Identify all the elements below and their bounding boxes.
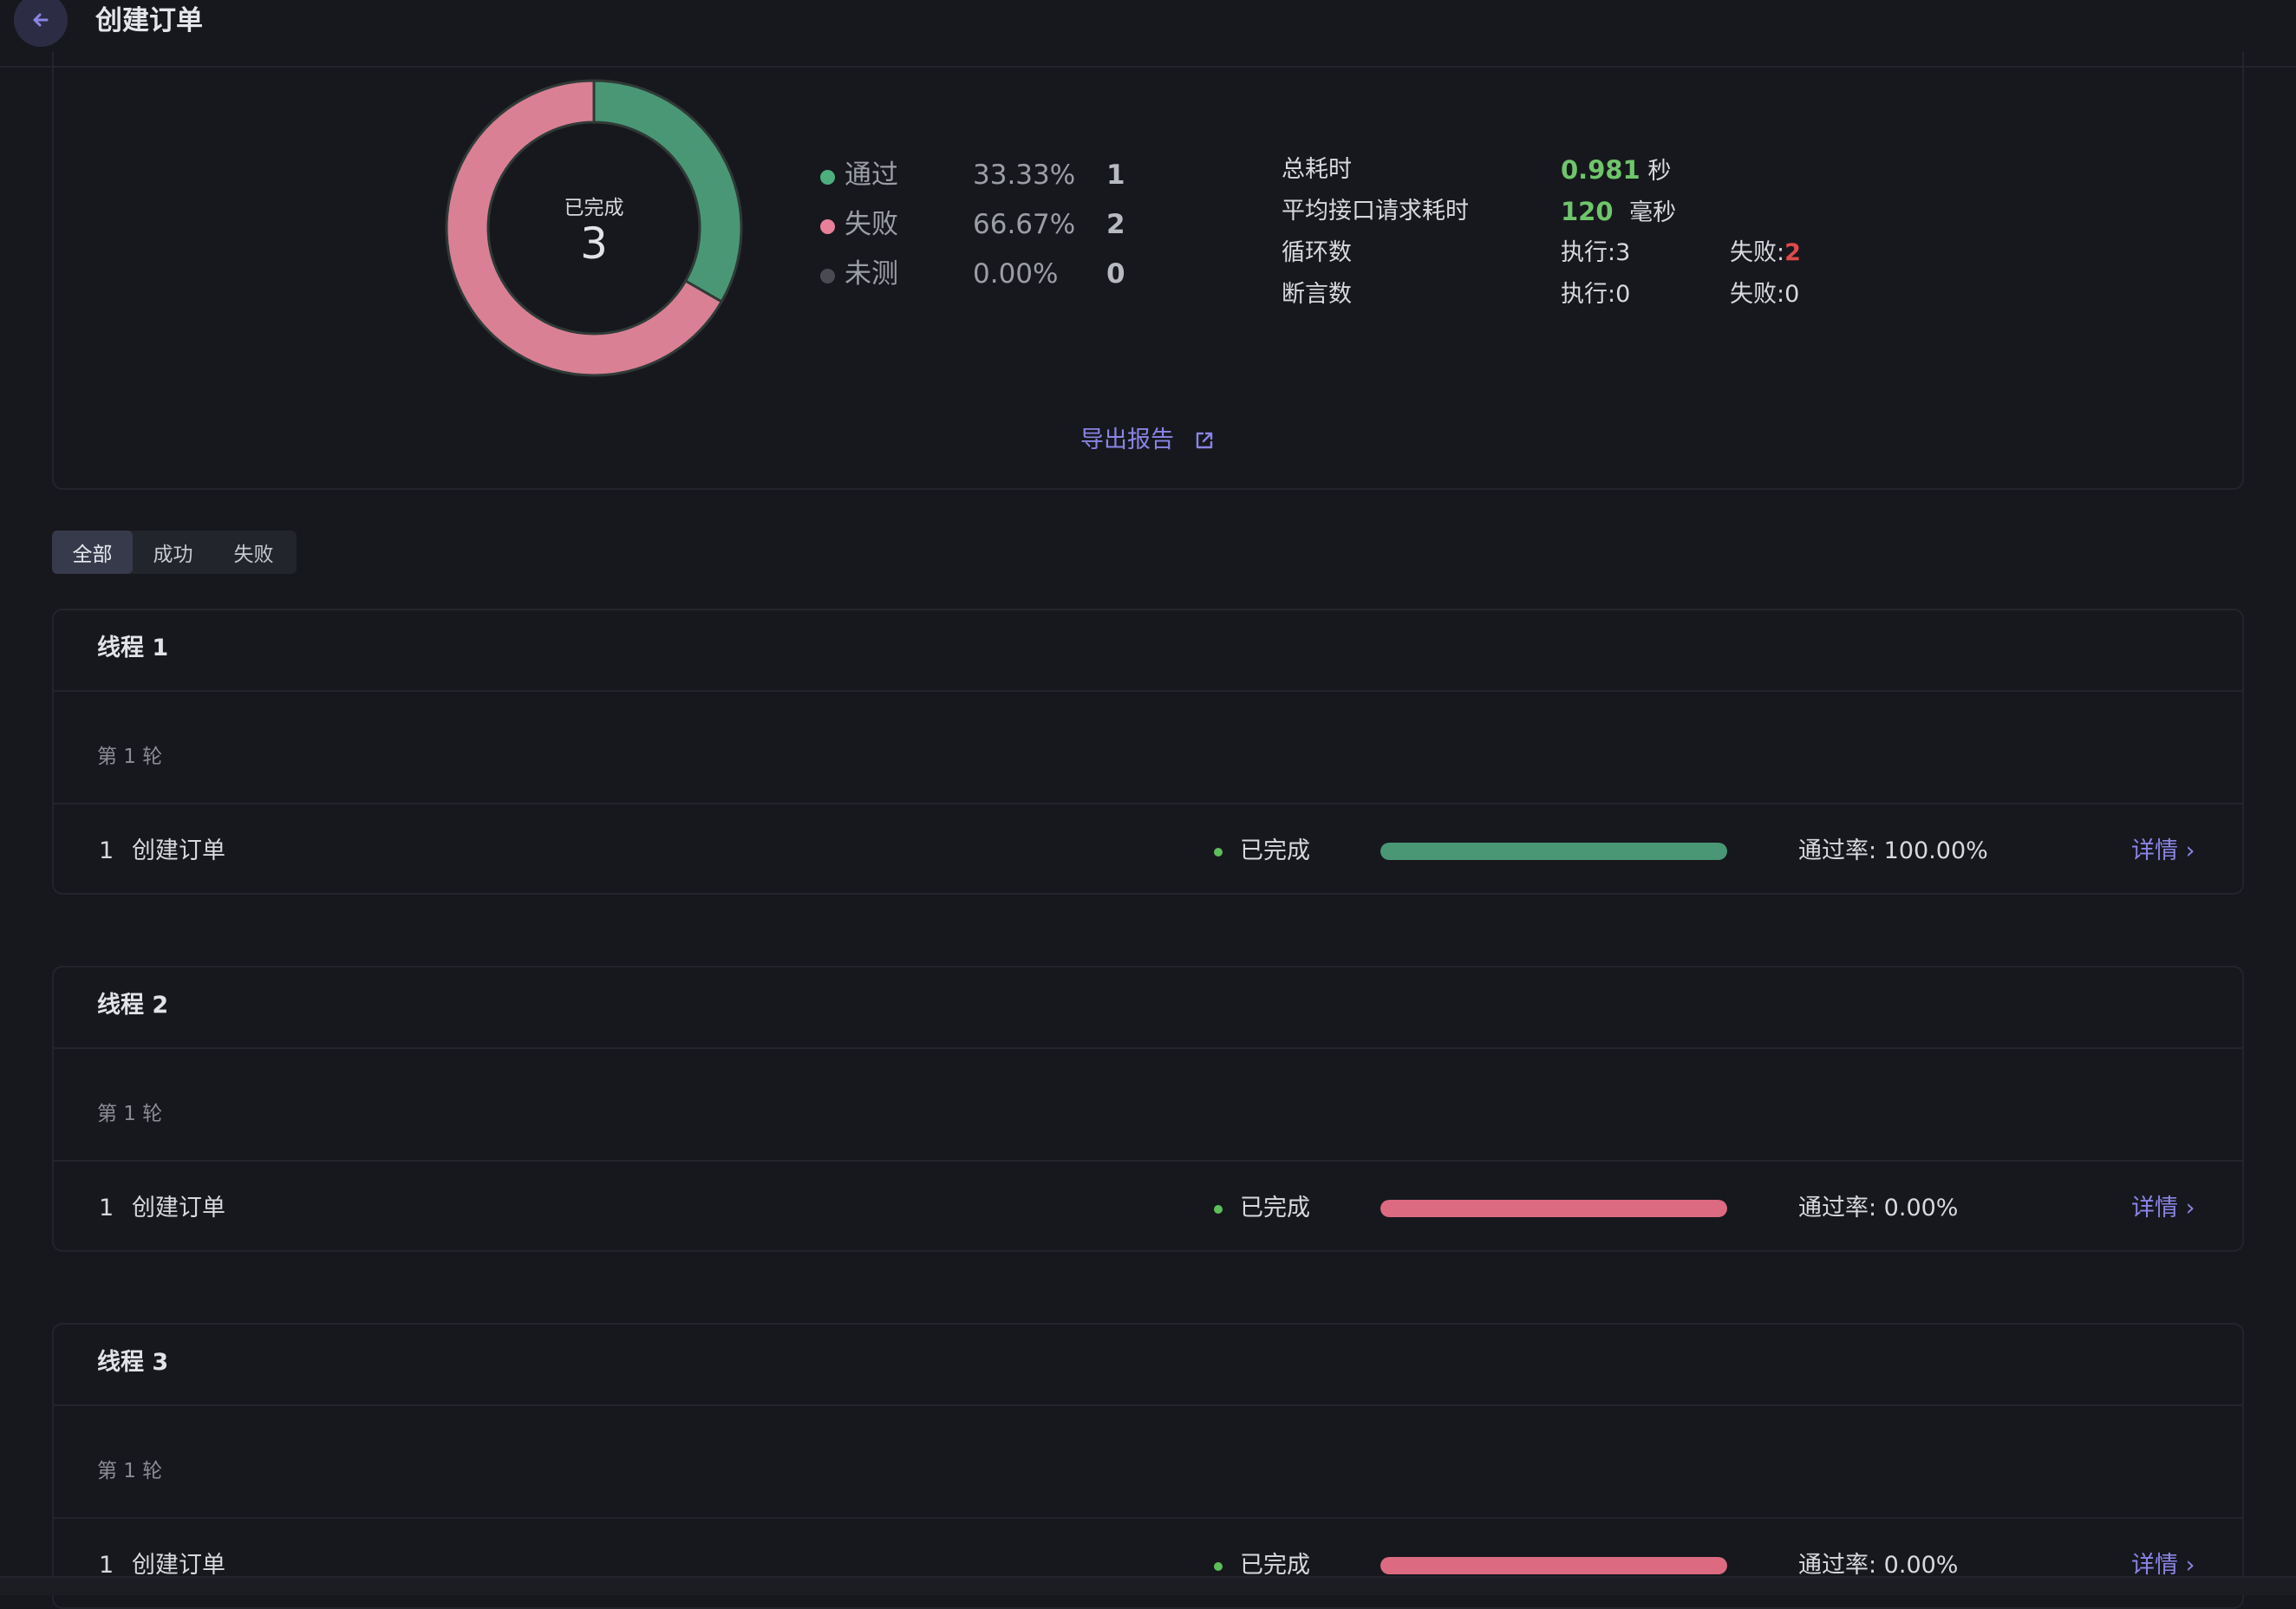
row-index: 1	[99, 1552, 114, 1579]
loop-fail: 失败:2	[1730, 236, 1801, 270]
progress-bar	[1380, 843, 1727, 860]
divider	[54, 1517, 2242, 1519]
total-time-value: 0.981 秒	[1561, 153, 1671, 189]
divider	[54, 1047, 2242, 1049]
pass-rate: 通过率: 0.00%	[1798, 1552, 1959, 1579]
assert-fail: 失败:0	[1730, 281, 1800, 308]
progress-bar	[1380, 1200, 1727, 1217]
avg-time-label: 平均接口请求耗时	[1282, 198, 1469, 225]
assert-exec: 执行:0	[1561, 281, 1631, 308]
detail-link[interactable]: 详情 ›	[2131, 1195, 2195, 1221]
row-index: 1	[99, 1195, 114, 1221]
round-label: 第 1 轮	[97, 1460, 163, 1482]
page-header: 创建订单	[0, 0, 2296, 68]
divider	[54, 803, 2242, 804]
thread-title: 线程 1	[97, 635, 169, 661]
thread-title: 线程 3	[97, 1349, 169, 1376]
donut-chart	[445, 79, 743, 377]
thread-card-2: 线程 2 第 1 轮 1 创建订单 已完成 通过率: 0.00% 详情 ›	[52, 966, 2244, 1252]
legend-count: 0	[1106, 258, 1125, 290]
status-dot-icon	[1214, 1205, 1223, 1214]
row-index: 1	[99, 837, 114, 864]
legend-label: 失败	[845, 209, 898, 240]
status-text: 已完成	[1240, 1195, 1310, 1221]
avg-time-number: 120	[1561, 197, 1614, 226]
arrow-left-icon	[33, 13, 49, 27]
status-dot-icon	[1214, 1562, 1223, 1571]
legend-item-fail: 失败 66.67% 2	[820, 205, 1150, 244]
row-name: 创建订单	[132, 1552, 225, 1579]
status-dot-icon	[1214, 848, 1223, 857]
divider	[54, 690, 2242, 692]
donut-slice-失败	[445, 79, 724, 377]
status-text: 已完成	[1240, 1552, 1310, 1579]
legend-item-pass: 通过 33.33% 1	[820, 156, 1150, 194]
donut-slice-通过	[592, 79, 743, 304]
bottom-edge	[0, 1576, 2296, 1595]
round-label: 第 1 轮	[97, 746, 163, 768]
row-name: 创建订单	[132, 1195, 225, 1221]
legend-count: 1	[1106, 160, 1125, 191]
total-time-unit: 秒	[1647, 158, 1672, 185]
progress-fill	[1380, 1557, 1727, 1574]
filter-tab-all[interactable]: 全部	[52, 531, 133, 574]
total-time-number: 0.981	[1561, 155, 1640, 185]
filter-tab-fail[interactable]: 失败	[233, 544, 274, 566]
donut-center-label: 已完成	[564, 197, 624, 219]
legend-item-untested: 未测 0.00% 0	[820, 255, 1150, 293]
status-text: 已完成	[1240, 837, 1310, 864]
round-label: 第 1 轮	[97, 1103, 163, 1125]
loop-exec: 执行:3	[1561, 239, 1631, 266]
progress-fill	[1380, 843, 1727, 860]
legend-label: 通过	[845, 160, 898, 191]
avg-time-value: 120 毫秒	[1561, 194, 1676, 231]
summary-card	[52, 52, 2244, 490]
row-name: 创建订单	[132, 837, 225, 864]
filter-tab-success[interactable]: 成功	[153, 544, 193, 566]
divider	[54, 1404, 2242, 1406]
assert-count-label: 断言数	[1282, 281, 1352, 308]
legend-percent: 66.67%	[973, 209, 1076, 240]
detail-link[interactable]: 详情 ›	[2131, 1552, 2195, 1579]
external-link-icon[interactable]	[1192, 428, 1216, 453]
page-title: 创建订单	[95, 5, 203, 36]
legend-dot	[820, 269, 835, 283]
loop-fail-label: 失败:	[1730, 239, 1785, 266]
divider	[54, 1160, 2242, 1162]
loop-fail-value: 2	[1784, 239, 1801, 266]
legend-dot	[820, 170, 835, 185]
progress-bar	[1380, 1557, 1727, 1574]
legend-percent: 33.33%	[973, 160, 1076, 191]
avg-time-unit: 毫秒	[1629, 199, 1677, 226]
donut-center-value: 3	[580, 218, 608, 269]
pass-rate: 通过率: 0.00%	[1798, 1195, 1959, 1221]
result-filter: 全部 成功 失败	[52, 531, 297, 574]
thread-card-1: 线程 1 第 1 轮 1 创建订单 已完成 通过率: 100.00% 详情 ›	[52, 609, 2244, 895]
legend-percent: 0.00%	[973, 258, 1059, 290]
loop-count-label: 循环数	[1282, 239, 1352, 266]
legend-count: 2	[1106, 209, 1125, 240]
progress-fill	[1380, 1200, 1727, 1217]
back-button[interactable]	[14, 0, 68, 47]
total-time-label: 总耗时	[1282, 156, 1352, 183]
legend-label: 未测	[845, 258, 898, 290]
thread-card-3: 线程 3 第 1 轮 1 创建订单 已完成 通过率: 0.00% 详情 ›	[52, 1323, 2244, 1609]
thread-title: 线程 2	[97, 992, 169, 1019]
detail-link[interactable]: 详情 ›	[2131, 837, 2195, 864]
pass-rate: 通过率: 100.00%	[1798, 837, 1988, 864]
export-report-link[interactable]: 导出报告	[1080, 427, 1174, 453]
legend-dot	[820, 219, 835, 234]
